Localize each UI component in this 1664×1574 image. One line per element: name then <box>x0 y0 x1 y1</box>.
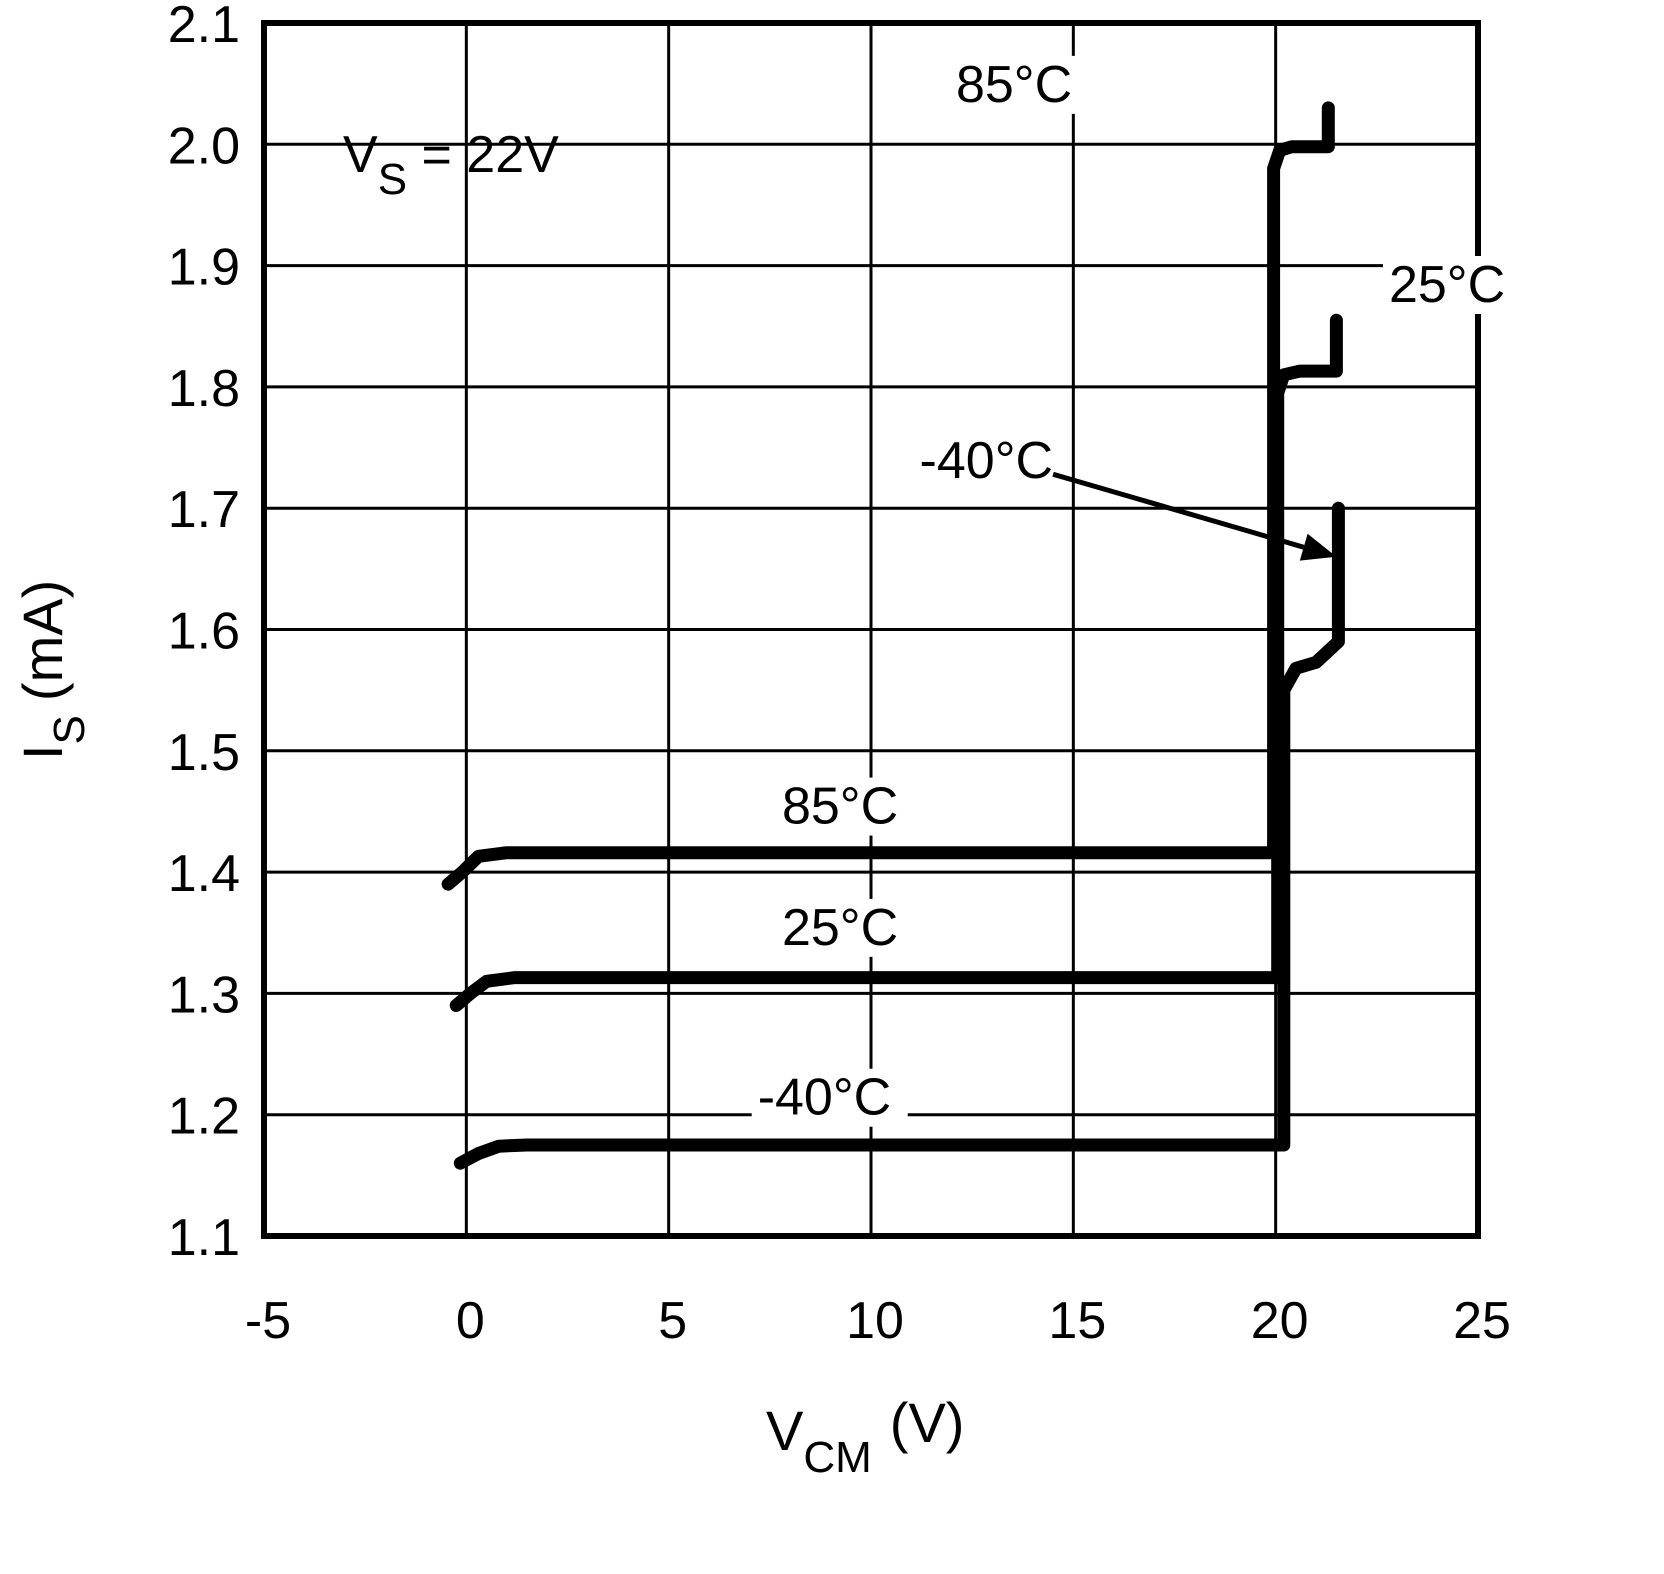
annotation-arrow <box>1052 471 1337 561</box>
y-tick-labels: 1.1 1.2 1.3 1.4 1.5 1.6 1.7 1.8 1.9 2.0 2.1 <box>168 0 240 1267</box>
curve-label: -40°C <box>758 1069 892 1127</box>
y-tick-label: 1.2 <box>168 1088 240 1146</box>
plot-frame <box>261 20 1481 1239</box>
x-tick-label: -5 <box>245 1292 291 1350</box>
x-tick-label: 10 <box>846 1292 904 1350</box>
y-tick-label: 1.8 <box>168 360 240 418</box>
y-tick-label: 1.6 <box>168 603 240 661</box>
curve-label: 25°C <box>1389 256 1505 314</box>
y-tick-label: 1.9 <box>168 239 240 297</box>
label-background <box>775 898 902 957</box>
series-line <box>449 313 1343 1012</box>
x-tick-label: 0 <box>456 1292 485 1350</box>
x-tick-label: 20 <box>1251 1292 1309 1350</box>
x-axis-label: VCM(V) <box>766 1391 964 1482</box>
label-background <box>775 777 902 836</box>
y-tick-label: 1.7 <box>168 481 240 539</box>
curve-label: 85°C <box>782 778 898 836</box>
data-series <box>441 101 1345 1170</box>
label-background <box>913 431 1070 490</box>
supply-voltage-annotation: VS = 22V <box>343 126 559 204</box>
series-line <box>453 501 1345 1170</box>
y-tick-label: 1.3 <box>168 966 240 1024</box>
arrow-shaft <box>1052 471 1305 550</box>
y-tick-label: 1.1 <box>168 1209 240 1267</box>
y-tick-label: 1.5 <box>168 724 240 782</box>
series-line <box>441 101 1335 891</box>
label-background <box>1382 255 1509 314</box>
x-tick-labels: -5 0 5 10 15 20 25 <box>245 1292 1511 1350</box>
curve-label: -40°C <box>920 432 1054 490</box>
curve-label: 85°C <box>956 56 1072 114</box>
y-tick-label: 2.0 <box>168 117 240 175</box>
curve-label: 25°C <box>782 899 898 957</box>
x-tick-label: 15 <box>1048 1292 1106 1350</box>
label-background <box>751 1068 908 1127</box>
y-tick-label: 2.1 <box>168 0 240 54</box>
arrow-head <box>1299 533 1337 561</box>
curve-labels: 85°C 25°C -40°C 85°C 25°C -40°C <box>751 55 1509 1127</box>
grid-lines <box>264 23 1478 1236</box>
x-tick-label: 25 <box>1453 1292 1511 1350</box>
x-tick-label: 5 <box>658 1292 687 1350</box>
y-axis-label: IS(mA) <box>11 580 94 760</box>
label-background <box>949 55 1076 114</box>
y-tick-label: 1.4 <box>168 845 240 903</box>
